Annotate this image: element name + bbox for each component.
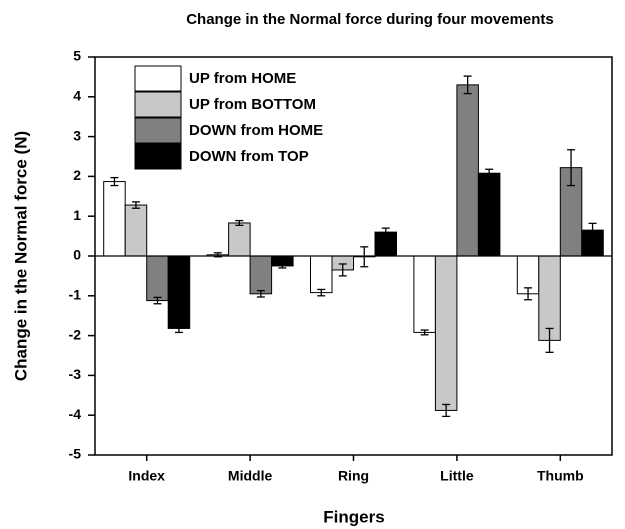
legend-swatch: [134, 91, 182, 118]
bar: [124, 204, 148, 257]
bar: [456, 84, 479, 257]
bar: [167, 255, 191, 329]
error-bar: [235, 219, 244, 227]
x-tick-label: Ring: [338, 468, 369, 484]
x-tick-label: Thumb: [537, 468, 584, 484]
bar: [228, 222, 251, 257]
error-bar: [278, 263, 287, 269]
legend-swatch: [134, 117, 182, 144]
y-tick-label: -1: [69, 287, 82, 303]
y-tick-label: -3: [69, 366, 82, 382]
bar: [249, 255, 273, 295]
y-tick-label: 5: [73, 48, 81, 64]
x-tick-label: Middle: [228, 468, 273, 484]
y-tick-label: 1: [73, 207, 81, 223]
legend-swatch: [134, 143, 182, 170]
x-tick-label: Little: [440, 468, 474, 484]
error-bar: [153, 296, 162, 305]
y-tick-label: 3: [73, 127, 81, 143]
bar: [538, 255, 561, 341]
error-bar: [256, 289, 265, 298]
y-axis-label: Change in the Normal force (N): [11, 131, 30, 381]
bar: [477, 172, 501, 257]
error-bar: [317, 288, 326, 297]
y-tick-label: -5: [69, 446, 82, 462]
x-axis-label: Fingers: [323, 507, 384, 526]
y-tick-label: -4: [69, 406, 82, 422]
legend-swatch: [134, 65, 182, 92]
bar: [413, 255, 436, 333]
y-tick-label: 4: [73, 88, 81, 104]
bar: [434, 255, 458, 411]
error-bar: [567, 149, 576, 187]
legend-label: UP from BOTTOM: [189, 96, 316, 113]
y-tick-label: 0: [73, 247, 81, 263]
error-bar: [110, 176, 119, 187]
error-bar: [360, 246, 369, 268]
bar: [146, 255, 169, 302]
error-bar: [338, 263, 347, 277]
error-bar: [174, 323, 183, 334]
legend-label: UP from HOME: [189, 70, 296, 87]
error-bar: [463, 75, 472, 95]
legend-label: DOWN from TOP: [189, 148, 309, 165]
error-bar: [442, 403, 451, 418]
error-bar: [420, 329, 429, 336]
legend-label: DOWN from HOME: [189, 122, 323, 139]
plot-frame: [94, 56, 613, 456]
y-tick-label: 2: [73, 167, 81, 183]
x-tick-label: Index: [128, 468, 165, 484]
error-bar: [588, 222, 597, 238]
error-bar: [524, 287, 533, 301]
error-bar: [131, 201, 140, 209]
error-bar: [381, 227, 390, 237]
bar: [103, 181, 126, 257]
error-bar: [485, 168, 494, 178]
chart-title: Change in the Normal force during four m…: [186, 11, 554, 28]
y-tick-label: -2: [69, 326, 82, 342]
bar: [310, 255, 333, 294]
error-bar: [545, 327, 554, 353]
